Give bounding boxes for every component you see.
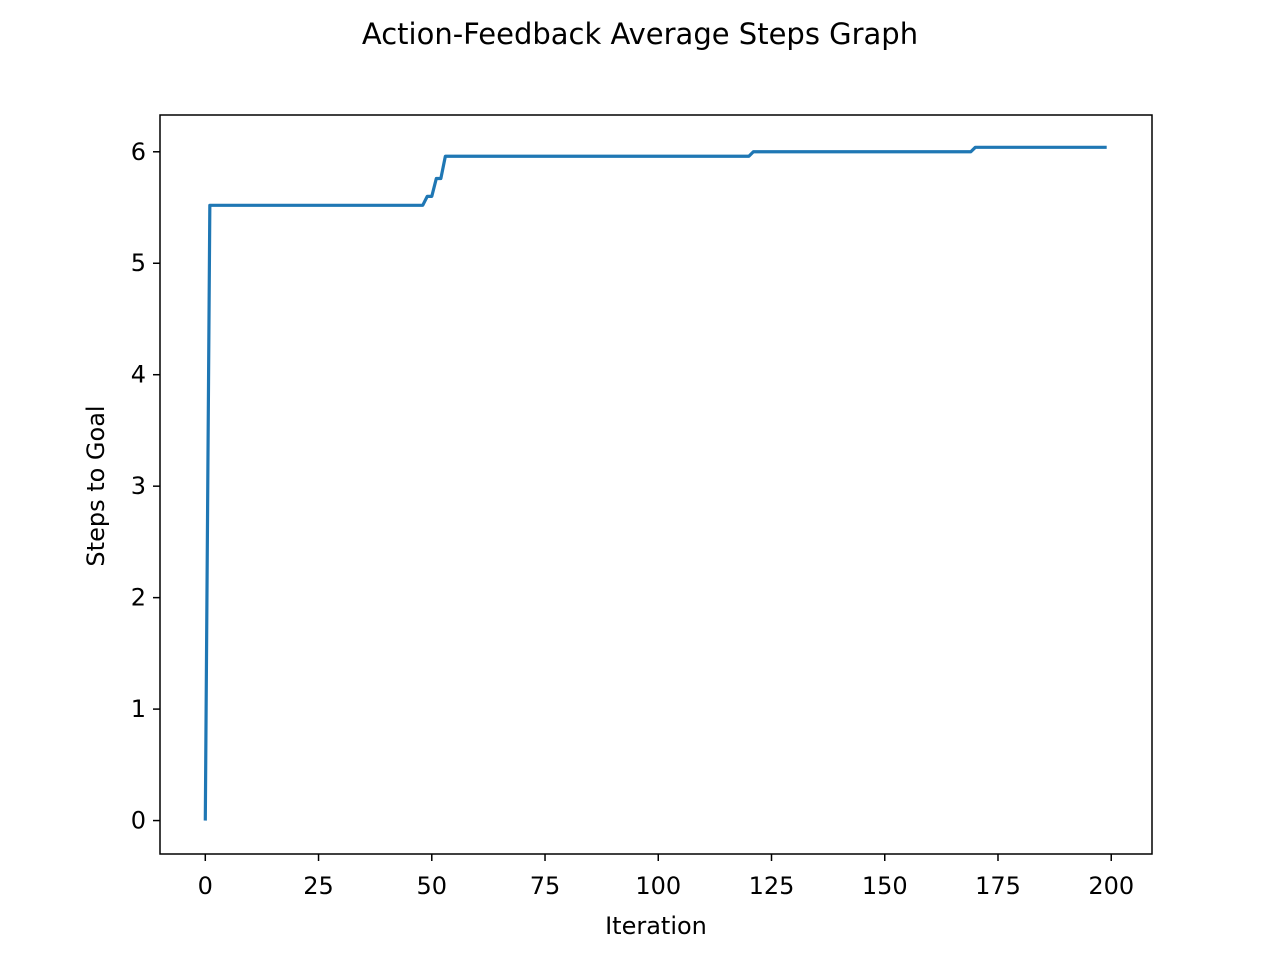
y-tick-label: 2 (131, 584, 146, 612)
x-tick-label: 175 (975, 872, 1021, 900)
x-tick-label: 100 (635, 872, 681, 900)
y-tick-label: 0 (131, 807, 146, 835)
x-tick-label: 50 (417, 872, 448, 900)
y-axis: 0 1 2 3 4 5 6 (131, 138, 160, 835)
x-tick-label: 150 (862, 872, 908, 900)
x-tick-label: 0 (198, 872, 213, 900)
plot-area (159, 114, 1153, 855)
plot-frame (159, 114, 1153, 855)
x-tick-label: 125 (749, 872, 795, 900)
y-tick-label: 1 (131, 695, 146, 723)
y-tick-label: 3 (131, 472, 146, 500)
x-tick-label: 25 (303, 872, 334, 900)
x-tick-label: 200 (1088, 872, 1134, 900)
series-line-0 (203, 145, 1107, 821)
y-tick-label: 4 (131, 361, 146, 389)
x-tick-label: 75 (530, 872, 561, 900)
x-axis-label: Iteration (605, 912, 707, 940)
y-axis-label: Steps to Goal (82, 405, 110, 566)
y-tick-label: 6 (131, 138, 146, 166)
series-layer (203, 145, 1107, 821)
chart-title: Action-Feedback Average Steps Graph (362, 17, 918, 51)
x-axis: 0 25 50 75 100 125 150 175 200 (198, 854, 1134, 900)
y-tick-label: 5 (131, 249, 146, 277)
